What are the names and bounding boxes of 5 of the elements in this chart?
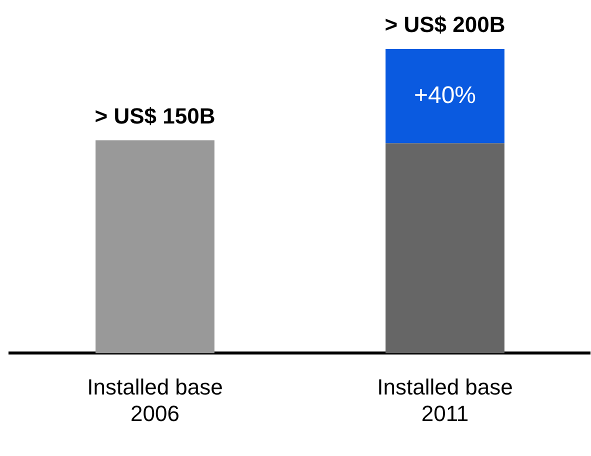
annotation: +40% xyxy=(414,82,476,109)
x-tick-label: Installed base 2011 xyxy=(377,374,513,426)
total-label: > US$ 200B xyxy=(384,12,506,38)
total-label: > US$ 150B xyxy=(94,103,216,128)
x-tick-label: Installed base 2006 xyxy=(87,374,223,426)
